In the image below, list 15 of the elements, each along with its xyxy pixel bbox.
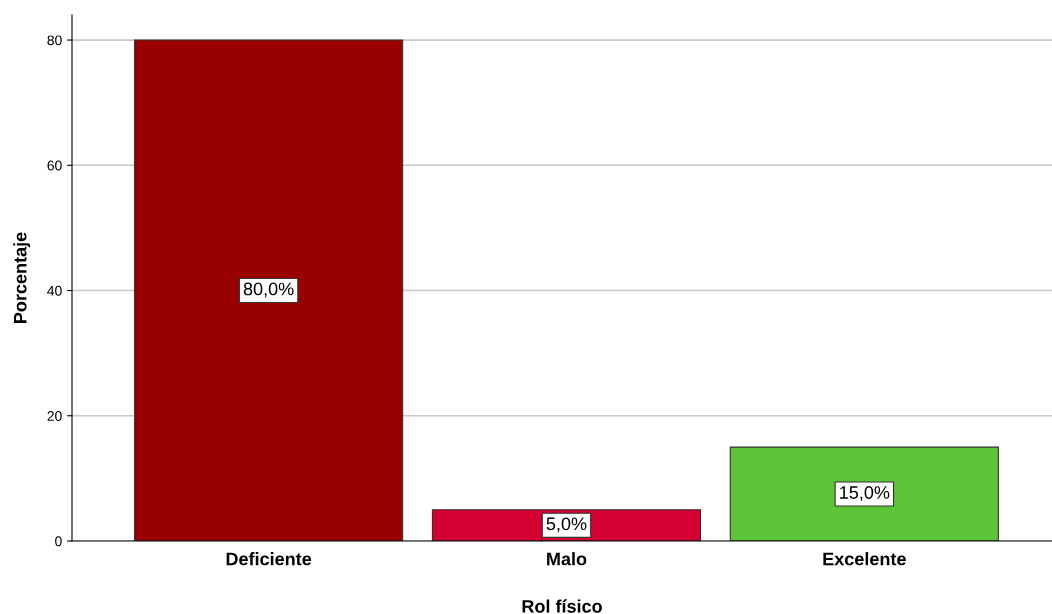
y-axis-title: Porcentaje: [13, 232, 31, 323]
x-axis-title: Rol físico: [522, 599, 602, 613]
x-tick-label: Malo: [547, 552, 587, 566]
y-tick-label: 40: [47, 285, 62, 296]
bar: [729, 446, 999, 541]
y-tick-label: 60: [47, 160, 62, 171]
y-tick-label: 80: [47, 35, 62, 46]
x-tick-label: Excelente: [823, 552, 906, 566]
y-tick-label: 0: [55, 536, 62, 547]
data-label: 15,0%: [840, 486, 890, 502]
y-tick-label: 20: [47, 411, 62, 421]
data-label: 80,0%: [243, 282, 294, 298]
data-label: 5,0%: [546, 517, 587, 533]
bar: [133, 39, 404, 541]
x-tick-label: Deficiente: [226, 552, 312, 566]
